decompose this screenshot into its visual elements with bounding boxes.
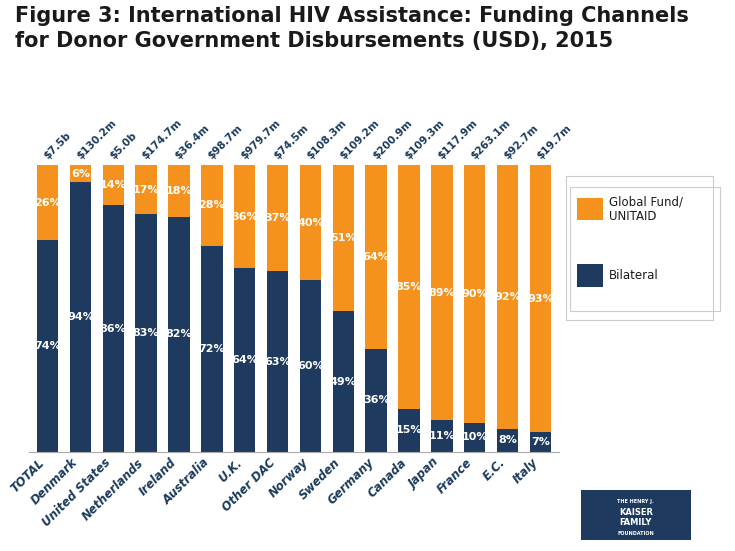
Text: 74%: 74% [34,341,61,351]
Text: THE HENRY J.: THE HENRY J. [617,499,654,504]
Text: $5.0b: $5.0b [108,131,138,161]
Bar [497,165,518,429]
Bar [398,409,420,452]
Bar [431,165,453,420]
Text: 18%: 18% [165,186,193,196]
Bar [365,165,387,349]
Text: 6%: 6% [71,169,90,179]
Text: 8%: 8% [498,435,517,445]
Text: $92.7m: $92.7m [502,123,540,161]
Bar [530,165,551,432]
Text: 36%: 36% [363,395,390,405]
Text: 63%: 63% [265,356,291,366]
Bar [497,429,518,452]
Text: $98.7m: $98.7m [207,123,245,161]
Text: 10%: 10% [462,433,488,442]
Text: 82%: 82% [165,329,193,339]
Bar [70,182,91,452]
Bar [333,165,354,311]
Bar [168,217,190,452]
Bar [300,165,321,280]
Text: 92%: 92% [494,292,521,302]
Text: 26%: 26% [34,198,61,208]
Text: $117.9m: $117.9m [437,118,480,161]
Text: $74.5m: $74.5m [272,123,310,161]
Text: KAISER: KAISER [619,507,653,517]
Bar [234,268,255,452]
Text: $174.7m: $174.7m [140,117,184,161]
Text: 51%: 51% [330,234,356,244]
Text: 60%: 60% [297,361,323,371]
Bar [168,165,190,217]
Text: 72%: 72% [198,344,225,354]
Bar [398,165,420,409]
Bar [70,165,91,182]
Text: $108.3m: $108.3m [305,118,348,161]
Text: 64%: 64% [232,355,258,365]
Bar [135,214,157,452]
Text: 83%: 83% [133,328,159,338]
Text: 17%: 17% [133,185,159,195]
Bar [201,246,223,452]
Text: 14%: 14% [100,180,126,190]
Bar [365,349,387,452]
Text: $263.1m: $263.1m [470,118,512,161]
Text: $979.7m: $979.7m [240,118,282,161]
Bar [37,165,58,240]
Text: 93%: 93% [527,294,554,304]
Text: 85%: 85% [395,282,423,292]
Bar [267,271,288,452]
Text: 49%: 49% [330,377,356,387]
Text: $200.9m: $200.9m [370,118,414,161]
Text: $7.5b: $7.5b [42,131,73,161]
Bar [201,165,223,246]
Bar [333,311,354,452]
Bar [37,240,58,452]
Text: 86%: 86% [100,323,126,333]
Bar [103,206,124,452]
Bar [135,165,157,214]
Text: $36.4m: $36.4m [173,123,212,161]
Text: 36%: 36% [232,212,258,222]
Text: 90%: 90% [462,289,488,299]
Text: 15%: 15% [395,425,423,435]
Text: $19.7m: $19.7m [535,123,573,161]
Text: $109.2m: $109.2m [338,118,381,161]
Bar [300,280,321,452]
Bar [103,165,124,206]
Bar [234,165,255,268]
Bar [464,165,485,423]
Text: 64%: 64% [363,252,390,262]
Text: 37%: 37% [265,213,291,223]
Text: FOUNDATION: FOUNDATION [617,531,654,536]
Text: $130.2m: $130.2m [75,118,118,161]
Bar [530,432,551,452]
Bar [431,420,453,452]
Text: 94%: 94% [67,312,94,322]
Bar [267,165,288,271]
Text: 89%: 89% [429,288,455,298]
Text: FAMILY: FAMILY [620,517,652,527]
Text: Bilateral: Bilateral [609,269,659,282]
Text: 28%: 28% [198,201,225,210]
Text: $109.3m: $109.3m [404,118,447,161]
Text: 40%: 40% [297,218,323,228]
Text: 7%: 7% [531,437,550,447]
Bar [464,423,485,452]
Text: 11%: 11% [429,431,455,441]
Text: Figure 3: International HIV Assistance: Funding Channels
for Donor Government Di: Figure 3: International HIV Assistance: … [15,6,689,51]
Text: Global Fund/
UNITAID: Global Fund/ UNITAID [609,196,683,223]
